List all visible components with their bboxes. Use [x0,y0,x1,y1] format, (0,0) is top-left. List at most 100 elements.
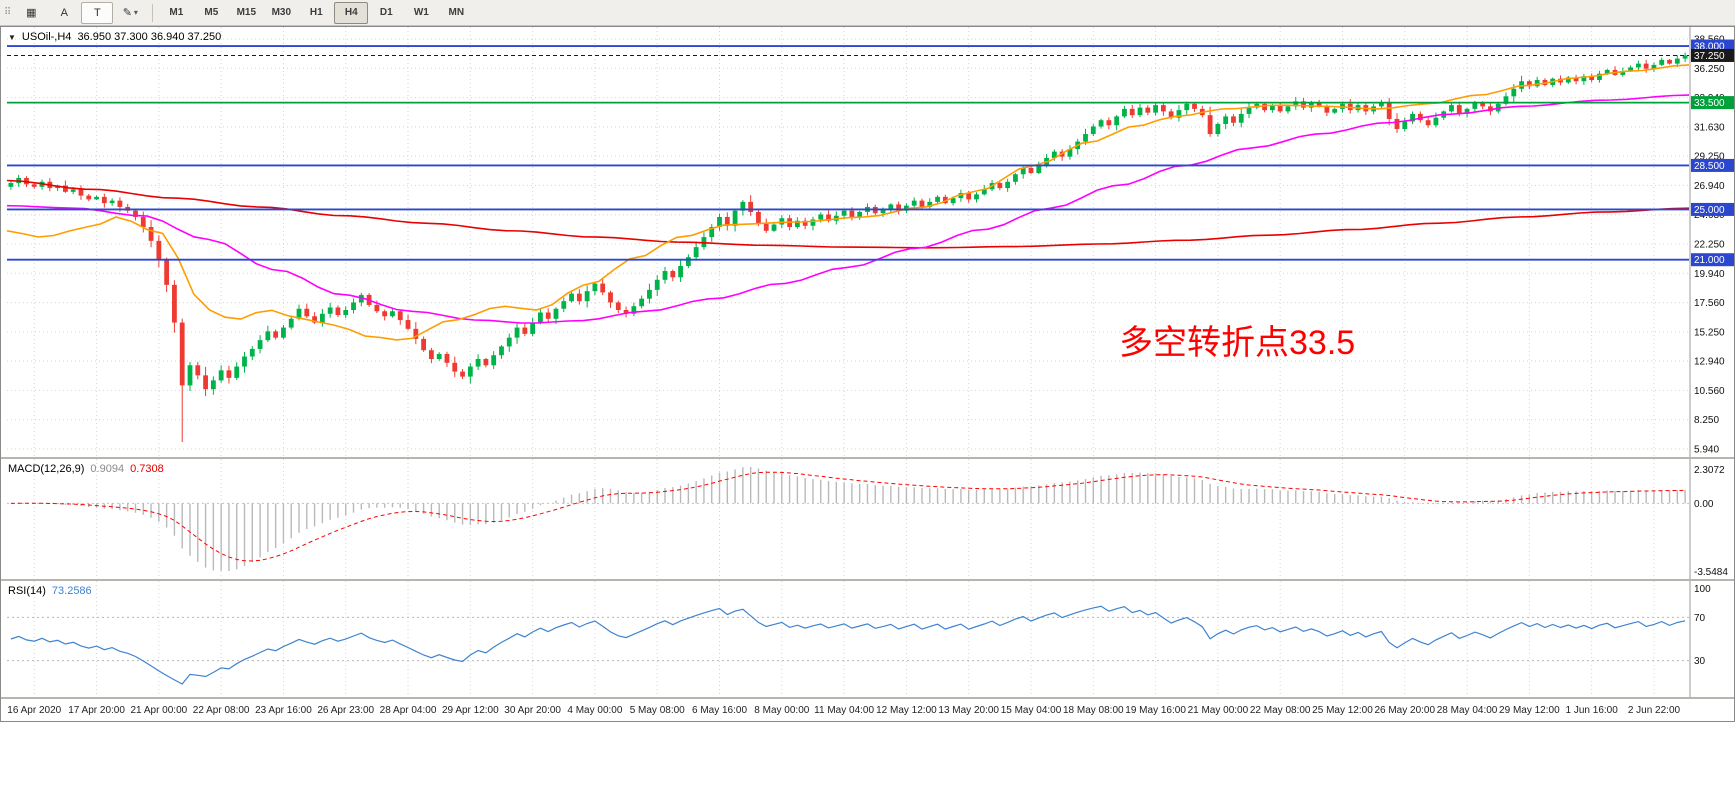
rsi-label: RSI(14) 73.2586 [8,585,92,597]
rsi-canvas[interactable]: 100 70 30 [1,581,1734,697]
svg-text:37.250: 37.250 [1694,51,1725,62]
svg-text:26.940: 26.940 [1694,181,1725,192]
text-label-tool-button[interactable]: T [81,1,114,24]
time-label: 18 May 08:00 [1063,705,1124,716]
panel-splitter[interactable] [1,697,1734,699]
draw-objects-tool-button[interactable]: ✎ ▾ [114,2,146,24]
grid [7,581,1689,697]
time-label: 17 Apr 20:00 [68,705,125,716]
timeframe-button-m30[interactable]: M30 [271,7,292,18]
chart-grid-tool-button[interactable]: ▦ [15,2,47,24]
grid-icon: ▦ [26,7,37,19]
time-label: 28 May 04:00 [1437,705,1498,716]
timeframe-toolbar: M1 M5 M15 M30 H1 H4 D1 W1 MN [159,1,473,24]
time-axis[interactable]: 16 Apr 2020 17 Apr 20:00 21 Apr 00:00 22 Ap… [1,699,1734,721]
chevron-down-icon: ▾ [133,8,138,17]
timeframe-button-h1[interactable]: H1 [309,7,323,18]
main-chart-panel: 38.56036.25033.94031.63029.25026.94024.6… [1,27,1734,457]
toolbar-grip[interactable]: ⠿ [4,7,12,18]
time-label: 5 May 08:00 [630,705,685,716]
panel-splitter[interactable] [1,457,1734,459]
time-label: 4 May 00:00 [567,705,622,716]
time-label: 19 May 16:00 [1125,705,1186,716]
time-label: 2 Jun 22:00 [1628,705,1681,716]
macd-signal-line [10,471,1686,562]
letter-a-icon: A [60,6,68,19]
timeframe-button-m5[interactable]: M5 [204,7,219,18]
svg-text:10.560: 10.560 [1694,386,1725,397]
time-label: 25 May 12:00 [1312,705,1373,716]
svg-text:22.250: 22.250 [1694,240,1725,251]
time-label: 29 Apr 12:00 [442,705,499,716]
svg-text:2.3072: 2.3072 [1694,465,1725,476]
timeframe-button-mn[interactable]: MN [448,7,465,18]
svg-text:28.500: 28.500 [1694,161,1725,172]
svg-text:30: 30 [1694,656,1706,667]
svg-text:29.250: 29.250 [1694,152,1725,163]
chart-title: ▼ USOil-,H4 36.950 37.300 36.940 37.250 [8,31,221,43]
svg-text:36.250: 36.250 [1694,64,1725,75]
chart-ohlc-quote: 36.950 37.300 36.940 37.250 [77,31,222,43]
toolbar: ⠿ ▦ A T ✎ ▾ M1 M5 M15 M30 H1 H4 D1 W1 MN [0,0,1735,26]
chart-symbol-period: USOil-,H4 [21,31,72,43]
svg-text:17.560: 17.560 [1694,298,1725,309]
svg-text:38.000: 38.000 [1694,42,1725,53]
rsi-line [10,605,1686,685]
time-label: 29 May 12:00 [1499,705,1560,716]
toolbar-separator [152,3,154,22]
time-label: 13 May 20:00 [938,705,999,716]
time-label: 15 May 04:00 [1001,705,1062,716]
grid [7,459,1689,579]
time-label: 12 May 12:00 [876,705,937,716]
time-label: 22 Apr 08:00 [193,705,250,716]
macd-signal-value: 0.7308 [130,463,164,475]
time-label: 8 May 00:00 [754,705,809,716]
time-label: 6 May 16:00 [692,705,747,716]
price-axis[interactable]: 38.56036.25033.94031.63029.25026.94024.6… [1691,27,1734,457]
price-chart-canvas[interactable]: 38.56036.25033.94031.63029.25026.94024.6… [1,27,1734,457]
rsi-axis[interactable]: 100 70 30 [1691,581,1734,697]
timeframe-button-m1[interactable]: M1 [169,7,184,18]
svg-text:25.000: 25.000 [1694,205,1725,216]
macd-canvas[interactable]: 2.3072 0.00 -3.5484 [1,459,1734,579]
rsi-indicator-name: RSI(14) [8,585,46,597]
arrow-text-tool-button[interactable]: A [48,2,80,24]
macd-indicator-name: MACD(12,26,9) [8,463,85,475]
time-label: 21 May 00:00 [1188,705,1249,716]
timeframe-button-w1[interactable]: W1 [413,7,429,18]
panel-splitter[interactable] [1,579,1734,581]
ma-slow-line [6,179,1690,249]
time-label: 1 Jun 16:00 [1566,705,1619,716]
letter-t-icon: T [93,6,101,19]
svg-text:5.940: 5.940 [1694,445,1719,456]
rsi-value: 73.2586 [51,585,92,597]
time-label: 26 May 20:00 [1374,705,1435,716]
svg-text:33.500: 33.500 [1694,98,1725,109]
time-label: 11 May 04:00 [814,705,874,716]
collapse-triangle-icon[interactable]: ▼ [8,32,16,42]
pencil-icon: ✎ [122,7,132,19]
svg-text:31.630: 31.630 [1694,122,1725,133]
time-axis-canvas[interactable]: 16 Apr 2020 17 Apr 20:00 21 Apr 00:00 22 Ap… [1,699,1734,721]
timeframe-button-m15[interactable]: M15 [236,7,257,18]
ma-fast-line [6,64,1690,341]
chart-annotation-text[interactable]: 多空转折点33.5 [1119,324,1356,362]
macd-label: MACD(12,26,9) 0.9094 0.7308 [8,463,164,475]
macd-panel: 2.3072 0.00 -3.5484 MACD(12,26,9) 0.9094 0… [1,459,1734,579]
time-label: 30 Apr 20:00 [504,705,561,716]
svg-text:0.00: 0.00 [1694,499,1714,510]
timeframe-button-d1[interactable]: D1 [379,7,393,18]
svg-text:100: 100 [1694,584,1711,595]
chart-window: 38.56036.25033.94031.63029.25026.94024.6… [0,26,1735,722]
svg-text:21.000: 21.000 [1694,255,1725,266]
timeframe-button-h4[interactable]: H4 [334,1,369,24]
macd-axis[interactable]: 2.3072 0.00 -3.5484 [1691,459,1734,579]
time-label: 26 Apr 23:00 [317,705,374,716]
time-label: 16 Apr 2020 [7,705,61,716]
time-label: 28 Apr 04:00 [380,705,437,716]
rsi-panel: 100 70 30 RSI(14) 73.2586 [1,581,1734,697]
time-label: 22 May 08:00 [1250,705,1311,716]
candles [8,52,1688,442]
time-label: 23 Apr 16:00 [255,705,312,716]
